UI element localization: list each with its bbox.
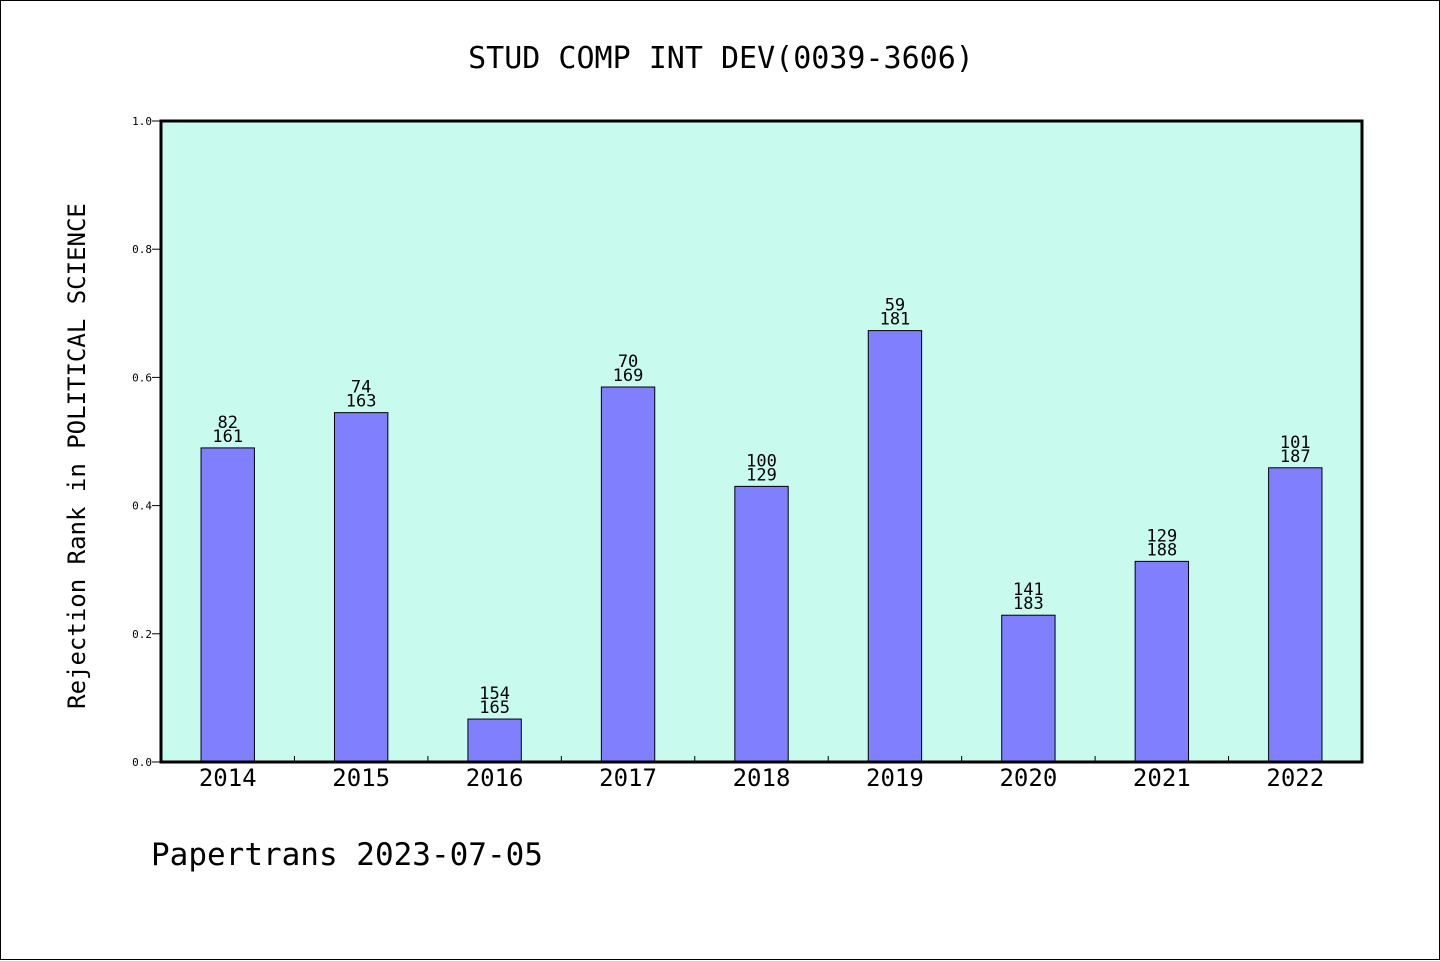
bar-2016	[467, 718, 522, 763]
x-tick-label: 2015	[332, 764, 390, 792]
bar-2022	[1268, 467, 1323, 763]
y-axis-label: Rejection Rank in POLITICAL SCIENCE	[63, 203, 91, 709]
bar-rank-label: 101	[1280, 433, 1311, 453]
bar-total-label: 181	[880, 310, 911, 330]
bar-rank-label: 70	[618, 352, 638, 372]
x-axis: 2014 2015 2016 2017 2018 2019 2020 2021 2022	[199, 756, 1324, 792]
bar-rank-label: 74	[351, 378, 371, 398]
x-tick-label: 2016	[466, 764, 524, 792]
bar-2014	[200, 447, 255, 763]
data-labels: 8216174163154165701691001295918114118312…	[212, 296, 1310, 718]
bar-2019	[867, 330, 923, 763]
bar-total-label: 129	[746, 465, 777, 485]
x-tick-label: 2014	[199, 764, 257, 792]
plot-border	[159, 119, 1364, 764]
bar-total-label: 163	[346, 392, 377, 412]
bar-2018	[734, 485, 789, 763]
bars	[200, 330, 1323, 763]
y-tick-label: 0.2	[132, 628, 152, 641]
bar-2017	[600, 386, 656, 763]
bar-2020	[1001, 614, 1056, 763]
bar-rank-label: 129	[1146, 526, 1177, 546]
bar-rank-label: 82	[217, 413, 237, 433]
x-tick-label: 2018	[733, 764, 791, 792]
footer-text: Papertrans 2023-07-05	[151, 837, 543, 873]
x-tick-label: 2017	[599, 764, 657, 792]
bar-rank-label: 59	[885, 296, 905, 316]
y-tick-label: 1.0	[132, 115, 152, 128]
y-tick-label: 0.0	[132, 756, 152, 769]
x-tick-label: 2022	[1266, 764, 1324, 792]
x-tick-label: 2020	[999, 764, 1057, 792]
bar-total-label: 161	[212, 427, 243, 447]
x-tick-label: 2019	[866, 764, 924, 792]
y-tick-label: 0.6	[132, 371, 152, 384]
bar-total-label: 183	[1013, 594, 1044, 614]
bar-total-label: 187	[1280, 447, 1311, 467]
y-tick-label: 0.4	[132, 500, 152, 513]
bar-total-label: 165	[479, 698, 510, 718]
y-axis: 0.0 0.2 0.4 0.6 0.8 1.0	[132, 115, 161, 769]
y-tick-label: 0.8	[132, 243, 152, 256]
bar-rank-label: 100	[746, 451, 777, 471]
bar-2021	[1134, 560, 1190, 763]
chart-title: STUD COMP INT DEV(0039-3606)	[468, 41, 974, 76]
bar-rank-label: 154	[479, 684, 510, 704]
bar-total-label: 188	[1146, 540, 1177, 560]
bar-rank-label: 141	[1013, 580, 1044, 600]
bar-total-label: 169	[613, 366, 644, 386]
bar-2015	[333, 412, 389, 763]
x-tick-label: 2021	[1133, 764, 1191, 792]
